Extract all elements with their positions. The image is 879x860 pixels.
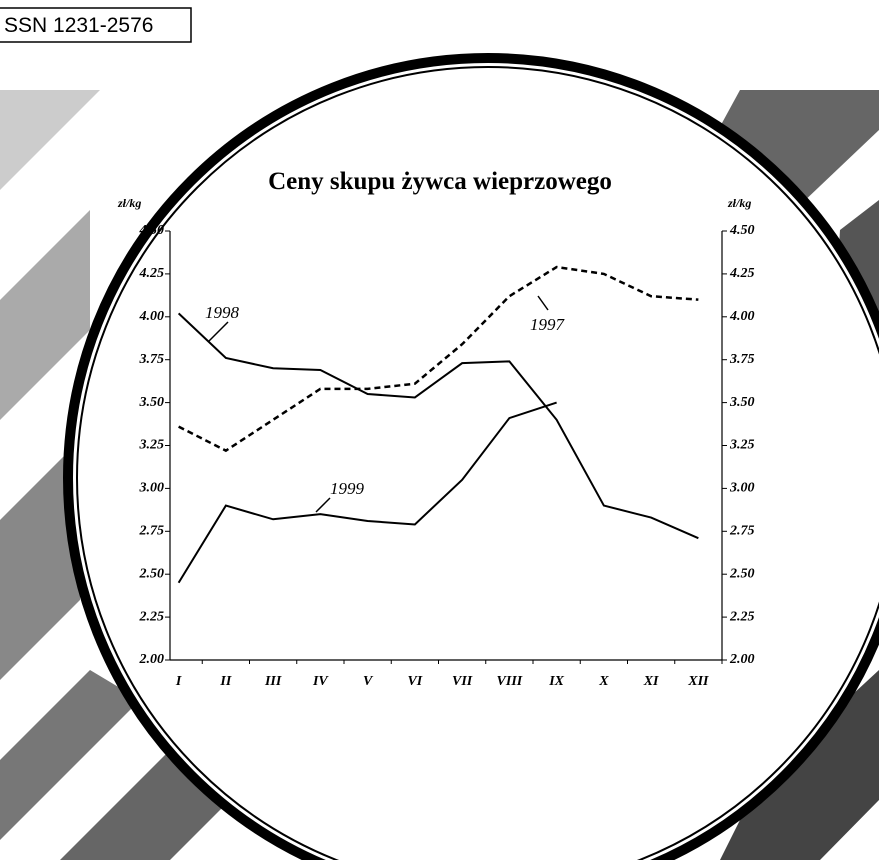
x-tick-label: XII (687, 674, 709, 689)
cover: SSN 1231-2576 Ceny skupu żywca wieprzowe… (0, 0, 879, 860)
y2-tick-label: 2.50 (729, 566, 755, 581)
y-tick-label: 2.75 (139, 524, 165, 539)
y2-tick-label: 2.00 (729, 652, 755, 667)
x-tick-label: IV (312, 674, 329, 689)
y2-tick-label: 4.50 (729, 223, 755, 238)
series-label: 1997 (530, 315, 566, 334)
y-tick-label: 4.00 (139, 309, 165, 324)
issn: SSN 1231-2576 (4, 14, 153, 37)
x-tick-label: XI (643, 674, 659, 689)
x-tick-label: VI (407, 674, 422, 689)
y-tick-label: 3.25 (139, 438, 165, 453)
series-label: 1998 (205, 303, 240, 322)
y-tick-label: 4.25 (139, 266, 165, 281)
y-tick-label: 2.25 (139, 609, 165, 624)
x-tick-label: VIII (497, 674, 523, 689)
y2-tick-label: 3.00 (729, 481, 755, 496)
y2-tick-label: 4.25 (729, 266, 755, 281)
series-label: 1999 (330, 479, 365, 498)
x-tick-label: IX (548, 674, 564, 689)
y-axis-unit: zł/kg (117, 196, 141, 210)
y-tick-label: 2.00 (139, 652, 165, 667)
y2-axis-unit: zł/kg (727, 196, 751, 210)
y2-tick-label: 3.75 (729, 352, 755, 367)
y-tick-label: 3.50 (139, 395, 165, 410)
x-tick-label: I (175, 674, 182, 689)
chart-title: Ceny skupu żywca wieprzowego (268, 168, 612, 195)
y2-tick-label: 2.25 (729, 609, 755, 624)
y-tick-label: 3.00 (139, 481, 165, 496)
x-tick-label: II (219, 674, 231, 689)
x-tick-label: III (264, 674, 282, 689)
y2-tick-label: 3.25 (729, 438, 755, 453)
y-tick-label: 4.50 (139, 223, 165, 238)
y2-tick-label: 4.00 (729, 309, 755, 324)
y-tick-label: 3.75 (139, 352, 165, 367)
x-tick-label: X (598, 674, 609, 689)
y-tick-label: 2.50 (139, 566, 165, 581)
y2-tick-label: 3.50 (729, 395, 755, 410)
y2-tick-label: 2.75 (729, 524, 755, 539)
x-tick-label: VII (452, 674, 473, 689)
